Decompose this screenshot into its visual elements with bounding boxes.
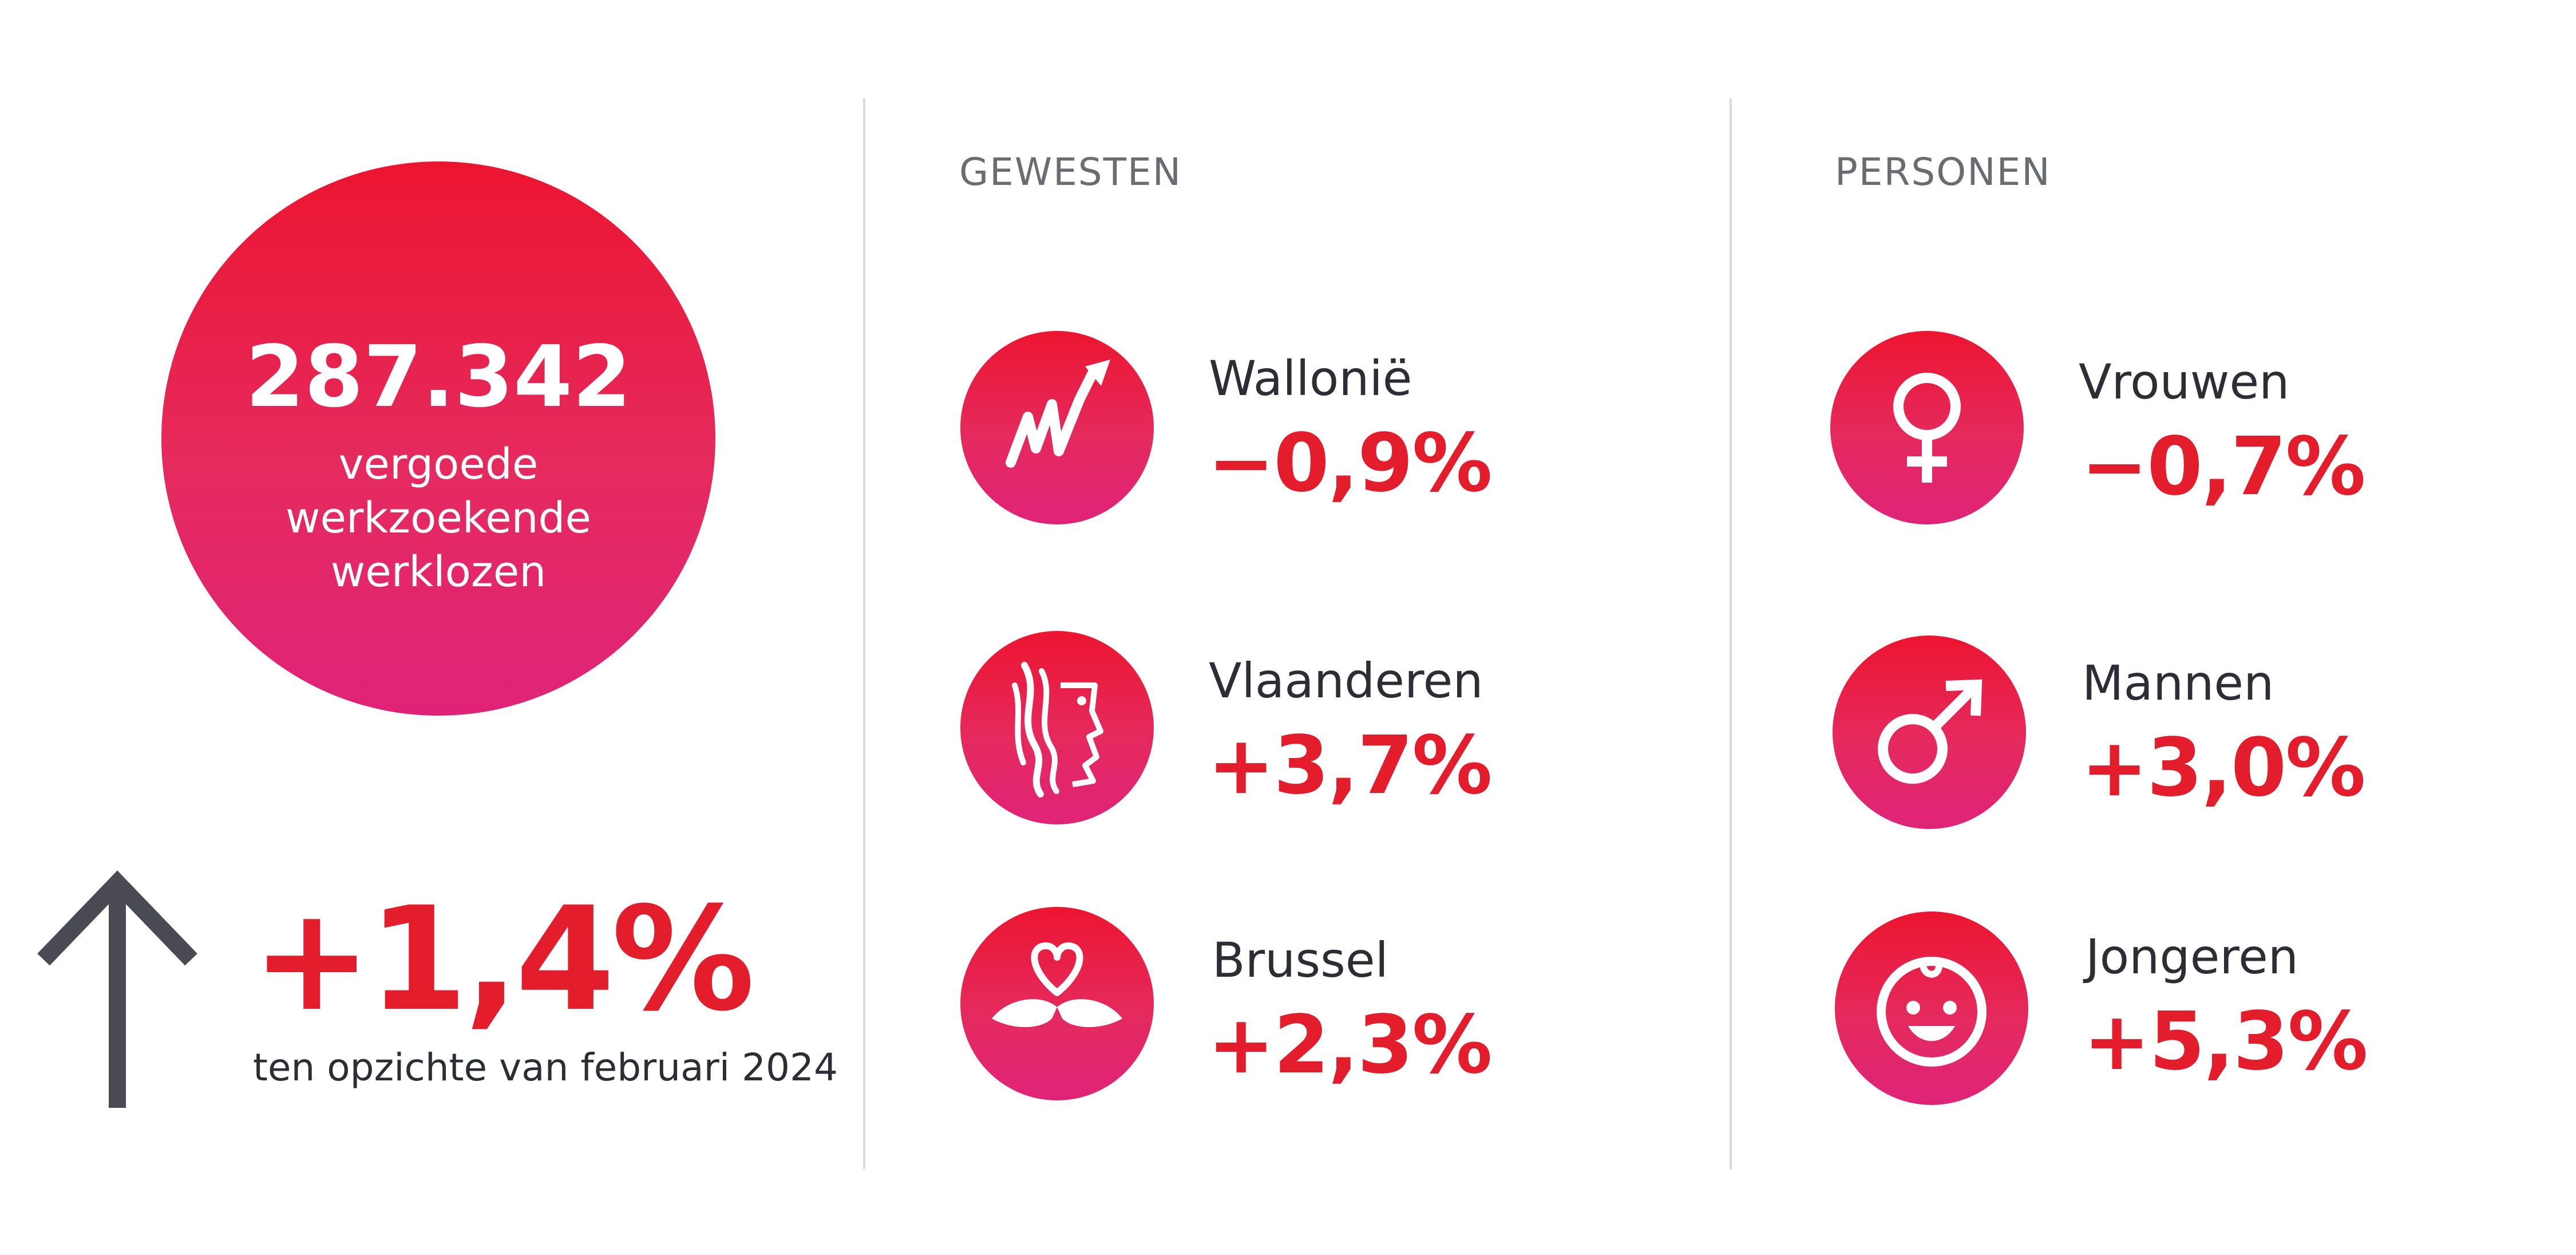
total-label-line-1: vergoede (338, 440, 539, 489)
total-label-line-2: werkzoekende (285, 494, 592, 543)
persoon-label-jongeren: Jongeren (2086, 929, 2299, 985)
divider-left (863, 98, 865, 1169)
gewesten-title: GEWESTEN (959, 150, 1182, 194)
arrow-up-icon (34, 870, 200, 1111)
gewest-value-wallonia: −0,9% (1208, 417, 1493, 510)
male-symbol-icon (1833, 636, 2026, 829)
gewest-label-brussel: Brussel (1212, 932, 1388, 988)
gewest-value-brussel: +2,3% (1208, 999, 1493, 1092)
persoon-label-mannen: Mannen (2082, 655, 2274, 711)
total-label-line-3: werklozen (330, 547, 547, 597)
total-value: 287.342 (245, 327, 632, 426)
persoon-value-jongeren: +5,3% (2083, 995, 2368, 1088)
total-circle: 287.342 vergoede werkzoekende werklozen (161, 161, 715, 716)
persoon-value-mannen: +3,0% (2081, 721, 2366, 815)
divider-right (1730, 98, 1732, 1169)
personen-title: PERSONEN (1835, 150, 2051, 194)
female-symbol-icon (1830, 331, 2024, 524)
flanders-lion-icon (960, 631, 1154, 824)
gewest-label-wallonia: Wallonië (1209, 350, 1412, 407)
persoon-value-vrouwen: −0,7% (2081, 420, 2366, 514)
brussels-iris-heart-icon (960, 907, 1154, 1100)
smiley-face-icon (1835, 911, 2028, 1105)
persoon-label-vrouwen: Vrouwen (2079, 354, 2290, 410)
change-value: +1,4% (252, 876, 755, 1043)
gewest-value-vlaanderen: +3,7% (1208, 719, 1493, 812)
change-caption: ten opzichte van februari 2024 (253, 1045, 838, 1090)
wallonia-rooster-icon (960, 331, 1154, 524)
gewest-label-vlaanderen: Vlaanderen (1209, 653, 1483, 709)
